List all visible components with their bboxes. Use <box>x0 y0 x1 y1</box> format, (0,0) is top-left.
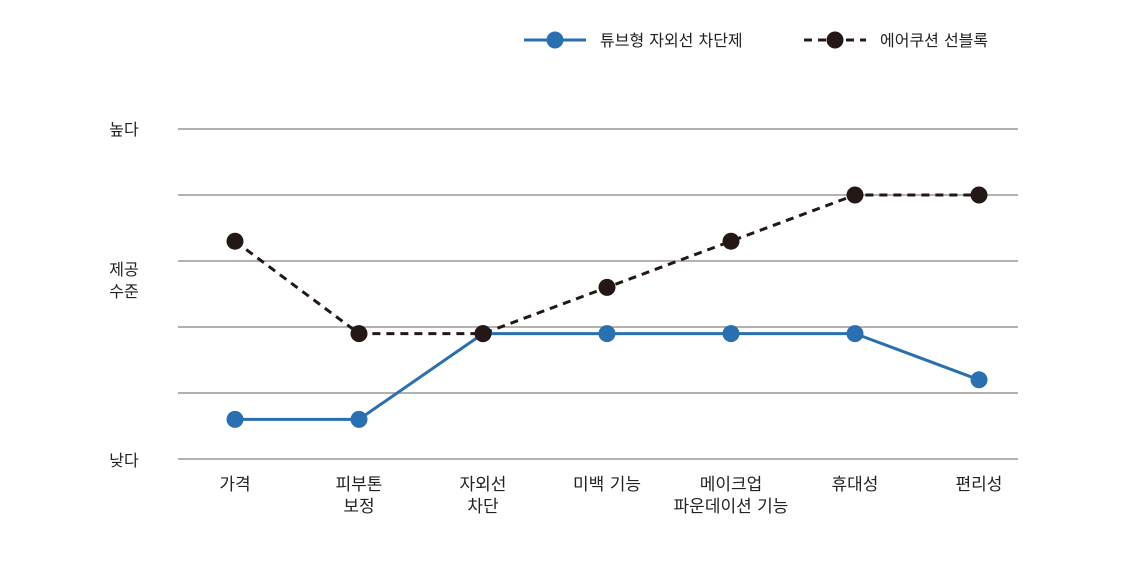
x-label-line: 피부톤 <box>336 475 383 495</box>
x-label-line: 편리성 <box>956 475 1003 495</box>
x-label-3: 미백 기능 <box>573 475 641 495</box>
x-axis-labels: 가격 피부톤 보정 자외선 차단 미백 기능 메이크업 파운데이션 기능 휴대성 편리성 <box>219 475 1002 517</box>
x-label-line: 차단 <box>467 497 499 517</box>
x-label-4: 메이크업 파운데이션 기능 <box>674 475 789 517</box>
legend-label: 튜브형 자외선 차단제 <box>600 31 743 50</box>
series-1-point-5 <box>846 186 864 204</box>
series-0-point-0 <box>226 410 244 428</box>
series-1-point-4 <box>722 232 740 250</box>
legend-swatch-marker <box>546 31 564 49</box>
x-label-0: 가격 <box>219 475 250 495</box>
series <box>226 186 988 428</box>
legend-label: 에어쿠션 선블록 <box>880 31 988 50</box>
x-label-line: 자외선 <box>460 475 507 495</box>
x-label-6: 편리성 <box>956 475 1003 495</box>
series-1-point-2 <box>474 325 492 343</box>
x-label-line: 메이크업 <box>700 475 763 495</box>
series-1-point-1 <box>350 325 368 343</box>
series-0-point-3 <box>598 325 616 343</box>
series-1 <box>226 186 988 343</box>
series-0 <box>226 325 988 428</box>
series-0-point-4 <box>722 325 740 343</box>
series-0-point-6 <box>970 371 988 389</box>
x-label-line: 미백 기능 <box>573 475 641 495</box>
x-label-5: 휴대성 <box>832 475 879 495</box>
gridlines <box>178 128 1018 460</box>
series-0-point-1 <box>350 410 368 428</box>
legend-item-1: 에어쿠션 선블록 <box>804 31 988 50</box>
series-line-0 <box>235 332 980 421</box>
legend: 튜브형 자외선 차단제 에어쿠션 선블록 <box>524 31 988 50</box>
x-label-line: 보정 <box>343 497 374 517</box>
legend-item-0: 튜브형 자외선 차단제 <box>524 31 743 50</box>
series-1-point-0 <box>226 232 244 250</box>
y-label-low: 낮다 <box>109 451 139 470</box>
series-line-1 <box>234 193 979 336</box>
x-label-line: 가격 <box>219 475 250 495</box>
y-label-mid-line: 제공 <box>109 260 138 279</box>
x-label-line: 휴대성 <box>832 475 879 495</box>
series-1-point-3 <box>598 278 616 296</box>
x-label-1: 피부톤 보정 <box>336 475 383 517</box>
series-1-point-6 <box>970 186 988 204</box>
x-label-2: 자외선 차단 <box>460 475 507 517</box>
legend-swatch-marker <box>826 31 844 49</box>
y-label-mid-line: 수준 <box>109 282 138 301</box>
series-0-point-5 <box>846 325 864 343</box>
x-label-line: 파운데이션 기능 <box>674 497 789 517</box>
y-label-high: 높다 <box>109 120 139 139</box>
